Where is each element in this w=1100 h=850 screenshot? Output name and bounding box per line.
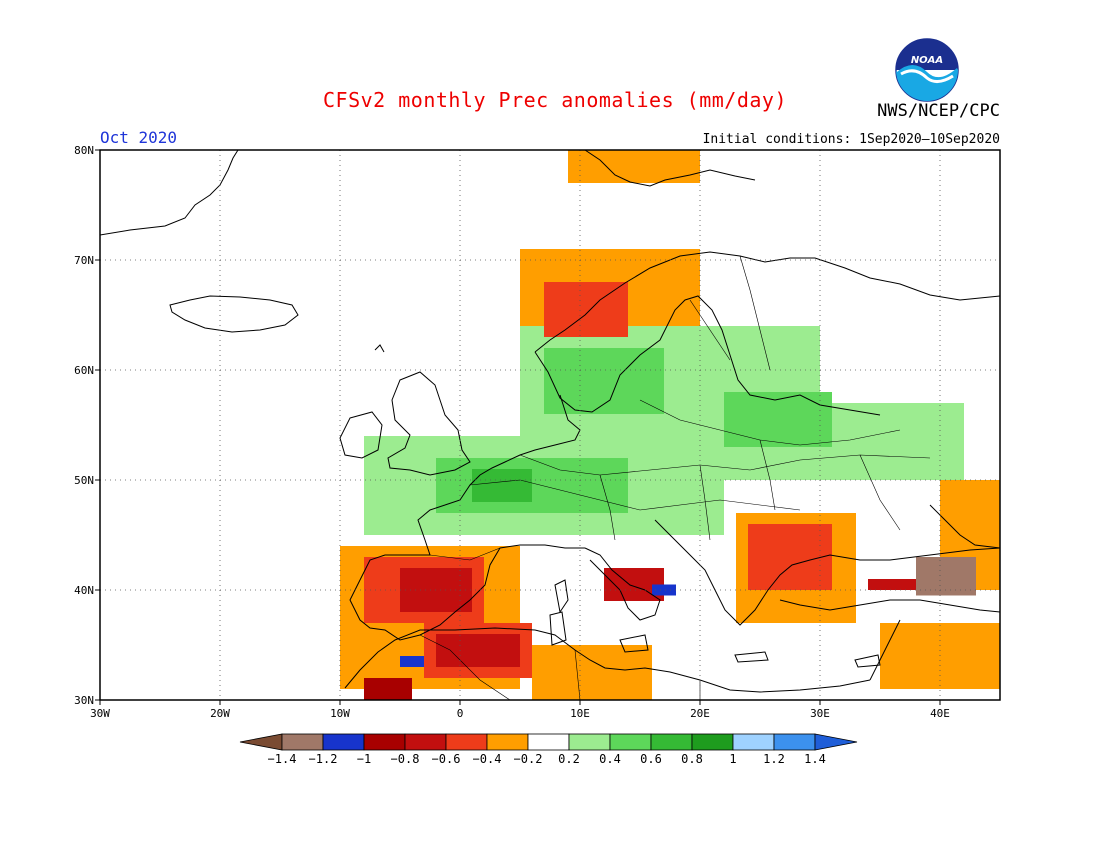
initial-conditions: Initial conditions: 1Sep2020—10Sep2020 [702, 132, 1000, 147]
map-frame [99, 149, 1001, 701]
lat-tick-label: 50N [74, 474, 94, 487]
colorbar-segment [650, 733, 693, 751]
anomaly-region [364, 678, 412, 700]
colorbar-segment [281, 733, 324, 751]
anomaly-region [472, 469, 532, 502]
anomaly-region [532, 645, 652, 700]
lat-tick-label: 70N [74, 254, 94, 267]
colorbar-segment [568, 733, 611, 751]
colorbar: −1.4 −1.2 −1 −0.8 −0.6 −0.4 −0.2 0.2 0.4 0.6 0.8 1 1… [239, 733, 858, 766]
colorbar-segment [322, 733, 365, 751]
svg-text:NOAA: NOAA [911, 55, 943, 66]
anomaly-region [544, 282, 628, 337]
noaa-logo: NOAA [895, 38, 959, 102]
forecast-period: Oct 2020 [100, 128, 178, 147]
lon-tick-label: 20E [690, 707, 710, 720]
anomaly-region [916, 557, 976, 596]
anomaly-region [868, 579, 952, 590]
colorbar-label: −0.2 [514, 752, 543, 766]
lat-tick-label: 80N [74, 144, 94, 157]
country-borders [419, 255, 931, 700]
lat-tick-label: 40N [74, 584, 94, 597]
colorbar-segment [363, 733, 406, 751]
colorbar-segment [527, 733, 570, 751]
anomaly-region [748, 524, 832, 590]
anomaly-region [544, 348, 664, 414]
colorbar-segment [732, 733, 775, 751]
anomaly-region [436, 634, 520, 667]
colorbar-label: −1.2 [309, 752, 338, 766]
lon-tick-label: 40E [930, 707, 950, 720]
colorbar-segment [404, 733, 447, 751]
colorbar-label: 1.2 [763, 752, 785, 766]
map-plot-area [100, 150, 1000, 700]
colorbar-segment [609, 733, 652, 751]
anomaly-region [568, 150, 700, 183]
colorbar-segment [445, 733, 488, 751]
lon-tick-label: 10E [570, 707, 590, 720]
colorbar-segment [486, 733, 529, 751]
anomaly-region [724, 392, 832, 447]
colorbar-label: 0.2 [558, 752, 580, 766]
colorbar-label: 0.6 [640, 752, 662, 766]
graticule [100, 150, 1000, 700]
colorbar-label: −0.4 [473, 752, 502, 766]
anomaly-region [652, 584, 676, 596]
lon-tick-label: 30E [810, 707, 830, 720]
lon-tick-label: 30W [90, 707, 110, 720]
lon-tick-label: 10W [330, 707, 350, 720]
lat-tick-label: 60N [74, 364, 94, 377]
colorbar-segment [814, 733, 858, 751]
anomaly-region [400, 656, 424, 667]
lon-tick-label: 20W [210, 707, 230, 720]
map-title: CFSv2 monthly Prec anomalies (mm/day) [322, 88, 788, 112]
colorbar-label: −1.4 [268, 752, 297, 766]
colorbar-segment [773, 733, 816, 751]
lon-tick-label: 0 [457, 707, 464, 720]
colorbar-label: 0.8 [681, 752, 703, 766]
colorbar-label: −0.6 [432, 752, 461, 766]
colorbar-segment [691, 733, 734, 751]
colorbar-label: −0.8 [391, 752, 420, 766]
colorbar-label: −1 [357, 752, 371, 766]
colorbar-label: 1 [729, 752, 736, 766]
lat-tick-label: 30N [74, 694, 94, 707]
colorbar-segment [239, 733, 283, 751]
colorbar-label: 0.4 [599, 752, 621, 766]
organization-label: NWS/NCEP/CPC [877, 101, 1000, 121]
colorbar-label: 1.4 [804, 752, 826, 766]
